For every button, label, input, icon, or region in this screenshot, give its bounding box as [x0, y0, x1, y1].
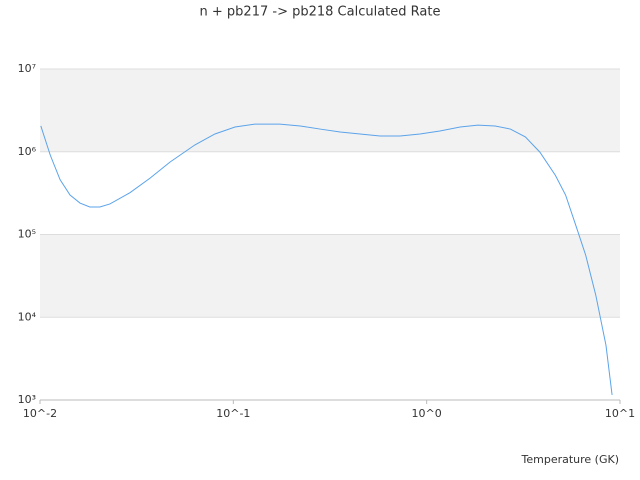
- band: [40, 69, 620, 152]
- x-axis-label: Temperature (GK): [521, 453, 620, 466]
- x-tick-label: 10^1: [605, 407, 635, 420]
- x-tick-label: 10^-2: [23, 407, 57, 420]
- y-tick-label: 10⁵: [18, 228, 36, 241]
- y-tick-label: 10⁶: [18, 145, 37, 158]
- y-tick-label: 10³: [18, 393, 36, 406]
- band: [40, 234, 620, 318]
- y-tick-label: 10⁷: [18, 62, 36, 75]
- line: [40, 123, 613, 396]
- y-tick-label: 10⁴: [18, 310, 37, 323]
- x-tick-label: 10^-1: [216, 407, 250, 420]
- x-tick-label: 10^0: [412, 407, 442, 420]
- chart-title: n + pb217 -> pb218 Calculated Rate: [200, 5, 441, 20]
